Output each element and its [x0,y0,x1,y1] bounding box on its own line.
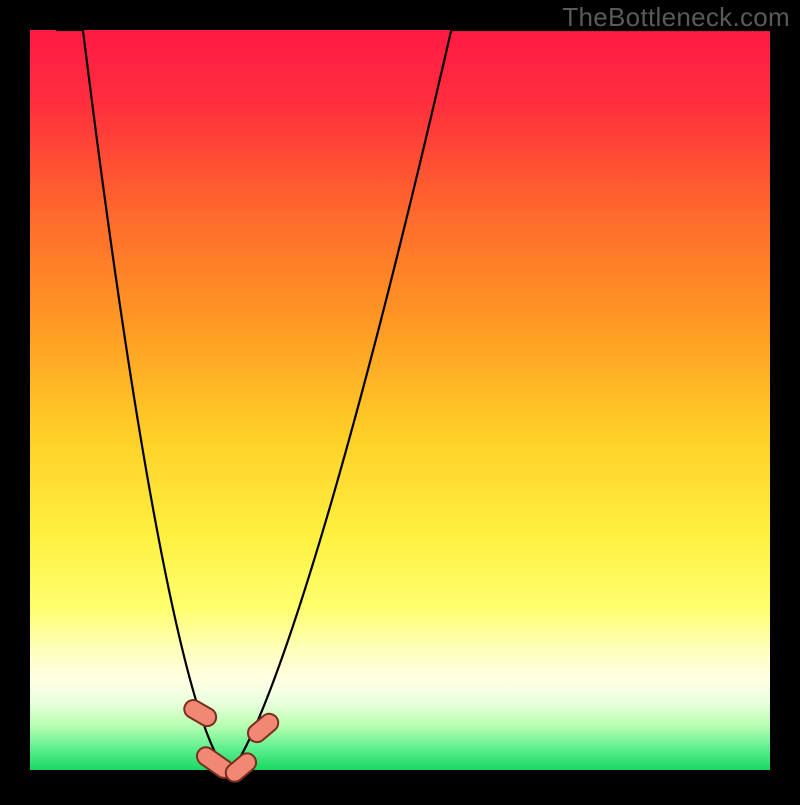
chart-container: TheBottleneck.com [0,0,800,800]
gradient-background [30,30,770,770]
bottleneck-chart [0,0,800,800]
watermark-text: TheBottleneck.com [562,2,790,33]
